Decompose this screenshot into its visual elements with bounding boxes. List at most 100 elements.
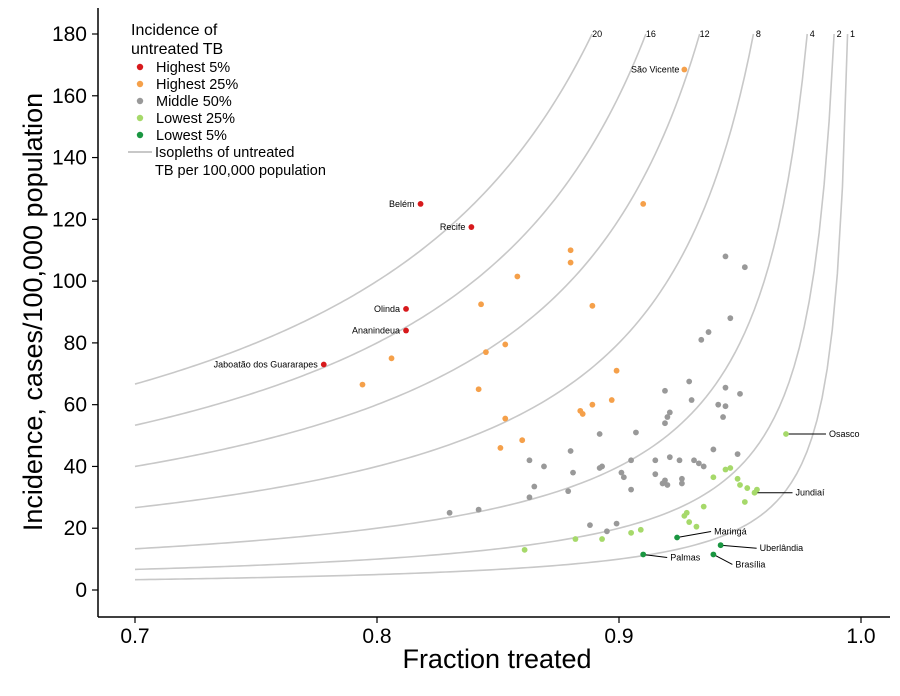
point-middle-50 — [541, 463, 547, 470]
point-middle-50 — [688, 397, 695, 403]
x-tick-label: 0.9 — [604, 625, 633, 648]
point-middle-50 — [446, 509, 453, 516]
isopleth-label-20: 20 — [592, 29, 602, 39]
legend-swatch-middle-50 — [136, 97, 144, 105]
point-lowest-5-brasilia — [710, 551, 717, 558]
y-tick-label: 140 — [52, 147, 87, 170]
point-middle-50 — [710, 446, 717, 453]
point-highest-5-belem — [417, 200, 424, 207]
point-middle-50 — [531, 483, 538, 490]
label-olinda: Olinda — [374, 304, 400, 314]
y-tick-label: 160 — [52, 85, 87, 108]
point-lowest-25 — [734, 475, 741, 482]
point-middle-50 — [604, 528, 610, 535]
point-highest-25 — [567, 259, 574, 266]
legend-label-lowest-5: Lowest 5% — [156, 128, 227, 144]
point-middle-50 — [613, 520, 620, 527]
point-middle-50 — [567, 448, 574, 454]
point-highest-5-olinda — [403, 306, 409, 312]
point-middle-50 — [695, 460, 702, 467]
point-lowest-25 — [628, 529, 634, 536]
point-highest-25 — [502, 415, 509, 422]
legend-swatch-highest-25 — [136, 80, 144, 88]
point-middle-50 — [666, 454, 673, 461]
x-axis-title: Fraction treated — [402, 644, 591, 674]
isopleth-8 — [134, 33, 755, 509]
isopleth-label-12: 12 — [700, 29, 710, 39]
legend-swatch-highest-5 — [136, 63, 144, 71]
point-lowest-25 — [686, 519, 693, 525]
point-middle-50 — [686, 378, 693, 385]
y-tick-label: 100 — [52, 270, 87, 293]
point-middle-50 — [587, 522, 593, 529]
y-tick-label: 60 — [64, 394, 87, 417]
point-lowest-25 — [722, 466, 729, 473]
point-highest-25 — [483, 349, 489, 356]
isopleth-16 — [134, 33, 647, 427]
label-jaboatao-dos-guararapes: Jaboatão dos Guararapes — [214, 360, 319, 370]
point-lowest-25 — [737, 482, 743, 488]
point-middle-50 — [526, 494, 533, 501]
point-middle-50 — [652, 457, 659, 464]
axis-layer — [97, 8, 890, 618]
point-middle-50 — [662, 420, 668, 427]
point-lowest-5-palmas — [640, 551, 647, 558]
point-highest-25 — [579, 411, 586, 417]
label-uberlandia: Uberlândia — [760, 543, 804, 553]
isopleth-layer: 20 16 12 8 4 2 1 — [134, 29, 855, 581]
point-highest-25 — [388, 355, 395, 362]
leader-layer — [643, 433, 826, 565]
point-middle-50 — [737, 390, 743, 397]
point-middle-50 — [570, 469, 576, 476]
isopleth-12 — [134, 33, 701, 468]
point-middle-50 — [618, 469, 625, 476]
point-middle-50 — [679, 475, 685, 482]
point-lowest-25-osasco — [783, 431, 789, 437]
point-middle-50 — [652, 471, 659, 478]
leader-maringa — [676, 530, 712, 538]
point-middle-50 — [596, 431, 603, 437]
point-middle-50 — [722, 403, 729, 410]
point-highest-25 — [502, 341, 509, 348]
y-axis-title: Incidence, cases/100,000 population — [18, 93, 48, 531]
point-highest-25-sao-vicente — [681, 66, 688, 73]
isopleth-label-2: 2 — [837, 29, 842, 39]
point-lowest-25 — [521, 546, 528, 553]
point-middle-50 — [734, 451, 741, 457]
point-highest-25 — [519, 437, 526, 444]
point-highest-5-recife — [468, 224, 475, 230]
point-highest-5-jaboatao-dos-guararapes — [320, 361, 327, 368]
legend-label-highest-5: Highest 5% — [156, 60, 230, 76]
point-middle-50 — [700, 463, 707, 470]
leader-uberlandia — [720, 544, 757, 549]
point-highest-25 — [478, 301, 484, 308]
point-lowest-25 — [727, 465, 734, 471]
point-highest-25 — [475, 386, 482, 393]
point-lowest-25 — [681, 512, 688, 519]
isopleth-label-8: 8 — [756, 29, 761, 39]
point-middle-50 — [705, 329, 712, 335]
legend-swatch-lowest-5 — [136, 131, 144, 139]
point-middle-50 — [662, 387, 668, 394]
point-highest-25 — [567, 247, 574, 254]
point-middle-50 — [659, 480, 666, 487]
label-recife: Recife — [440, 222, 466, 232]
point-lowest-5-maringa — [674, 534, 680, 541]
point-lowest-25 — [693, 523, 700, 530]
legend-label-highest-25: Highest 25% — [156, 77, 238, 93]
legend-isopleth-label-1: Isopleths of untreated — [155, 145, 294, 161]
point-highest-5-ananindeua — [403, 327, 409, 334]
point-middle-50 — [715, 401, 722, 408]
point-highest-25 — [359, 381, 366, 388]
label-belem: Belém — [389, 199, 415, 209]
y-tick-label: 120 — [52, 208, 87, 231]
point-middle-50 — [664, 482, 671, 488]
label-brasilia: Brasília — [735, 559, 765, 569]
isopleth-1 — [134, 33, 849, 581]
point-middle-50 — [720, 414, 726, 420]
y-tick-label: 40 — [64, 455, 87, 478]
legend-title-line-2: untreated TB — [131, 41, 223, 58]
point-lowest-25 — [741, 499, 748, 505]
